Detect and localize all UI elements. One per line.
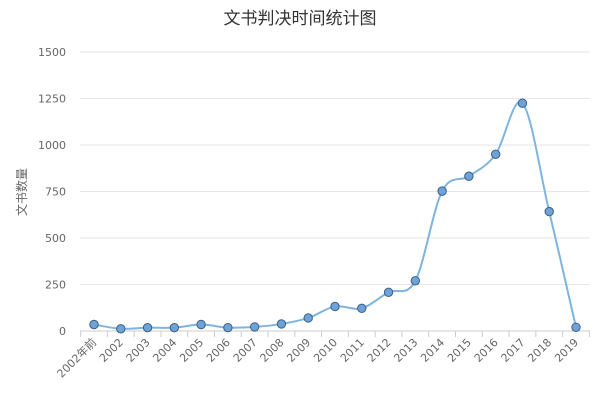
series-line-group [93,100,577,330]
x-tick-label: 2004 [150,336,179,365]
axes [80,330,590,337]
x-tick-label: 2008 [258,336,287,365]
x-tick-label: 2015 [445,336,474,365]
data-point [490,149,501,160]
data-point [196,319,206,330]
data-point [330,301,340,312]
data-point [383,287,394,298]
data-point [276,319,287,329]
x-tick-label: 2012 [365,336,394,365]
x-tick-label: 2003 [124,336,153,365]
series-line [93,100,577,330]
data-point [517,98,528,108]
y-tick-label: 1000 [38,139,66,152]
data-point [437,186,447,196]
y-tick-label: 0 [59,325,66,338]
data-point [303,313,313,323]
data-point [544,206,554,217]
chart-title: 文书判决时间统计图 [224,9,377,29]
y-axis-ticks: 0 250 500 750 1000 1250 1500 [38,46,66,338]
data-point [249,322,260,332]
x-tick-label: 2017 [499,336,528,365]
data-point [571,322,581,332]
gridlines [80,51,590,285]
data-point [116,324,126,334]
x-tick-label: 2006 [204,336,233,365]
x-tick-label: 2002 [97,336,126,365]
data-point [89,319,99,330]
y-axis-label: 文书数量 [14,168,29,216]
data-point [410,276,421,286]
x-tick-label: 2011 [338,336,367,365]
x-tick-label: 2013 [391,336,420,365]
y-tick-label: 1500 [38,46,66,59]
x-tick-label: 2014 [418,336,447,365]
y-tick-label: 750 [45,186,66,199]
data-points [89,98,581,334]
data-point [464,171,474,181]
data-point [142,322,153,333]
x-axis-ticks: 2002年前2002200320042005200620072008200920… [54,335,581,380]
data-point [223,322,233,333]
x-tick-label: 2005 [177,336,206,365]
x-tick-label: 2018 [525,336,554,365]
x-tick-label: 2019 [552,336,581,365]
x-tick-label: 2009 [284,336,313,365]
y-tick-label: 500 [45,232,66,245]
data-point [357,303,367,314]
y-tick-label: 1250 [38,93,66,106]
x-tick-label: 2016 [472,336,501,365]
data-point [169,322,180,333]
y-tick-label: 250 [45,279,66,292]
x-tick-label: 2010 [311,336,340,365]
x-tick-label: 2007 [231,336,260,365]
x-tick-label: 2002年前 [54,335,99,380]
